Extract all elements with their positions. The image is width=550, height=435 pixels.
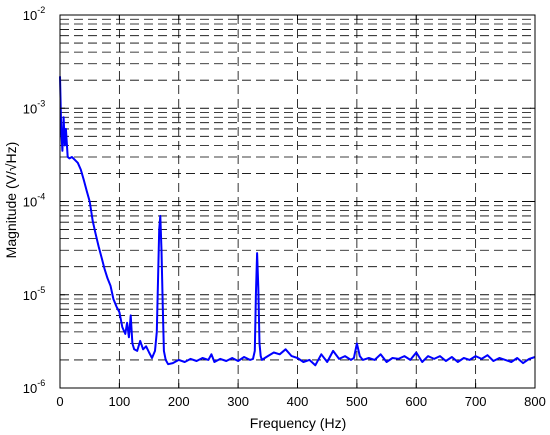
axis-ticks [59, 14, 536, 389]
y-tick-label: 10-5 [23, 285, 45, 303]
x-tick-label: 400 [287, 394, 309, 409]
x-tick-labels: 0 100 200 300 400 500 600 700 800 [56, 394, 545, 409]
x-tick-label: 200 [168, 394, 190, 409]
y-tick-label: 10-3 [23, 98, 45, 116]
x-tick-label: 0 [56, 394, 63, 409]
y-tick-label: 10-6 [23, 378, 45, 396]
x-tick-label: 300 [227, 394, 249, 409]
series-line [59, 76, 536, 367]
x-axis-label: Frequency (Hz) [250, 415, 346, 431]
x-tick-label: 100 [109, 394, 131, 409]
y-axis-label: Magnitude (V/√Hz) [3, 142, 19, 259]
x-tick-label: 800 [524, 394, 546, 409]
y-tick-label: 10-4 [23, 192, 45, 210]
x-tick-label: 700 [465, 394, 487, 409]
y-tick-labels: 10-6 10-5 10-4 10-3 10-2 [23, 5, 45, 396]
x-tick-label: 600 [405, 394, 427, 409]
x-tick-label: 500 [346, 394, 368, 409]
data-series [59, 76, 536, 367]
y-tick-label: 10-2 [23, 5, 45, 23]
